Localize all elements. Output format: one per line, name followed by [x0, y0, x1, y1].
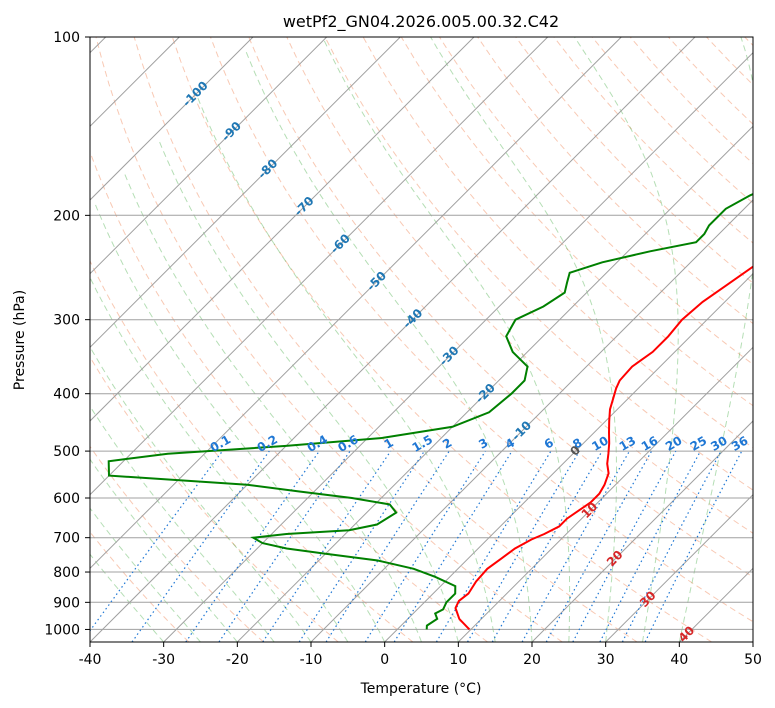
isotherm-line — [90, 37, 475, 422]
plot-frame — [89, 36, 754, 643]
isotherm-line — [236, 125, 753, 642]
isotherm-line — [90, 37, 401, 349]
moist-adiabat — [90, 507, 201, 642]
mixing-ratio-line — [325, 450, 450, 642]
isotherm-label: -90 — [219, 119, 244, 144]
mixing-ratio-line — [393, 450, 513, 642]
moist-adiabat — [90, 276, 349, 642]
dry-adiabat — [706, 37, 753, 86]
mixing-ratio-line — [435, 450, 552, 642]
y-tick-label: 900 — [53, 595, 80, 611]
x-tick-label: 20 — [523, 652, 541, 668]
moist-adiabat — [124, 173, 422, 642]
moist-adiabat — [93, 201, 386, 642]
x-tick-label: -40 — [79, 652, 102, 668]
moist-adiabat — [430, 37, 617, 642]
chart-title: wetPf2_GN04.2026.005.00.32.C42 — [283, 12, 559, 32]
axis-ticks: -40 -30 -20 -10 0 10 20 30 40 5010020030040050060… — [44, 30, 762, 668]
moist-adiabat — [574, 37, 679, 642]
dry-adiabat — [438, 37, 753, 366]
isotherm-line — [90, 37, 696, 642]
y-tick-label: 500 — [53, 444, 80, 460]
dry-adiabat — [744, 37, 753, 47]
isotherm-line — [384, 272, 753, 642]
dry-adiabat — [171, 37, 712, 642]
moist-adiabat — [195, 94, 496, 642]
mixing-ratio-line — [599, 450, 702, 642]
isotherm-line — [310, 199, 753, 642]
isotherm-line — [605, 493, 753, 642]
dry-adiabat — [90, 445, 264, 642]
x-tick-label: -30 — [152, 652, 175, 668]
dry-adiabat — [133, 37, 638, 642]
isotherm-line — [163, 51, 753, 642]
y-tick-label: 300 — [53, 313, 80, 329]
x-tick-label: 10 — [449, 652, 467, 668]
mixing-ratio-line — [262, 450, 392, 642]
dry-adiabat — [324, 37, 753, 491]
moist-adiabat — [90, 405, 275, 642]
temperature-profile — [454, 265, 753, 631]
isotherm-line — [90, 37, 328, 275]
moist-adiabat — [90, 458, 238, 642]
mixing-ratio-line — [644, 450, 743, 642]
y-tick-label: 800 — [53, 565, 80, 581]
plot-area — [90, 37, 753, 642]
x-tick-label: 40 — [670, 652, 688, 668]
y-tick-label: 1000 — [44, 622, 80, 638]
mixing-ratio-line — [466, 450, 580, 642]
isotherm-line — [457, 346, 753, 642]
mixing-ratio-line — [572, 450, 677, 642]
mixing-ratio-label: 0.6 — [335, 432, 360, 455]
mixing-ratio-label: 6 — [542, 435, 556, 451]
x-axis-label: Temperature (°C) — [360, 681, 482, 697]
y-tick-label: 700 — [53, 531, 80, 547]
y-axis-label: Pressure (hPa) — [12, 290, 28, 390]
dewpoint-profile — [107, 192, 753, 630]
dry-adiabat — [248, 37, 753, 578]
isotherm-line — [90, 37, 622, 570]
dry-adiabat — [591, 37, 753, 204]
dry-adiabat — [515, 37, 753, 284]
x-tick-label: -10 — [300, 652, 323, 668]
dry-adiabat — [90, 356, 339, 642]
dry-adiabat — [286, 37, 753, 534]
dry-adiabat — [95, 37, 563, 642]
mixing-ratio-line — [131, 450, 270, 642]
isotherm-line — [531, 420, 753, 642]
dry-adiabat — [210, 37, 753, 623]
y-tick-label: 200 — [53, 208, 80, 224]
isotherm-line — [752, 641, 753, 642]
mixing-ratio-line — [298, 450, 425, 642]
isotherm-line — [678, 567, 753, 642]
y-tick-label: 100 — [53, 30, 80, 46]
mixing-ratio-line — [218, 450, 351, 642]
y-tick-label: 600 — [53, 491, 80, 507]
isotherm-line — [90, 37, 549, 496]
moist-adiabat — [322, 37, 571, 642]
mixing-ratio-line — [521, 450, 631, 642]
mixing-ratio-label: 0.4 — [305, 432, 330, 455]
x-tick-label: -20 — [226, 652, 249, 668]
dry-adiabat — [90, 150, 488, 642]
x-tick-label: 30 — [597, 652, 615, 668]
dry-adiabat — [90, 259, 414, 642]
dry-adiabat — [90, 531, 190, 642]
dry-adiabat — [668, 37, 753, 125]
moist-adiabat — [678, 37, 753, 642]
mixing-ratio-label: 0.2 — [255, 432, 280, 455]
mixing-ratio-line — [185, 450, 320, 642]
moist-adiabat — [90, 345, 312, 642]
mixing-ratio-label: 2 — [440, 435, 454, 451]
x-tick-label: 50 — [744, 652, 762, 668]
isotherm-line — [90, 37, 254, 201]
moist-adiabat — [244, 49, 533, 642]
mixing-ratio-line — [90, 450, 223, 632]
mixing-ratio-label: 1.5 — [410, 432, 435, 455]
moist-adiabat — [90, 553, 165, 642]
mixing-ratio-line — [364, 450, 486, 642]
y-tick-label: 400 — [53, 387, 80, 403]
x-tick-label: 0 — [380, 652, 389, 668]
